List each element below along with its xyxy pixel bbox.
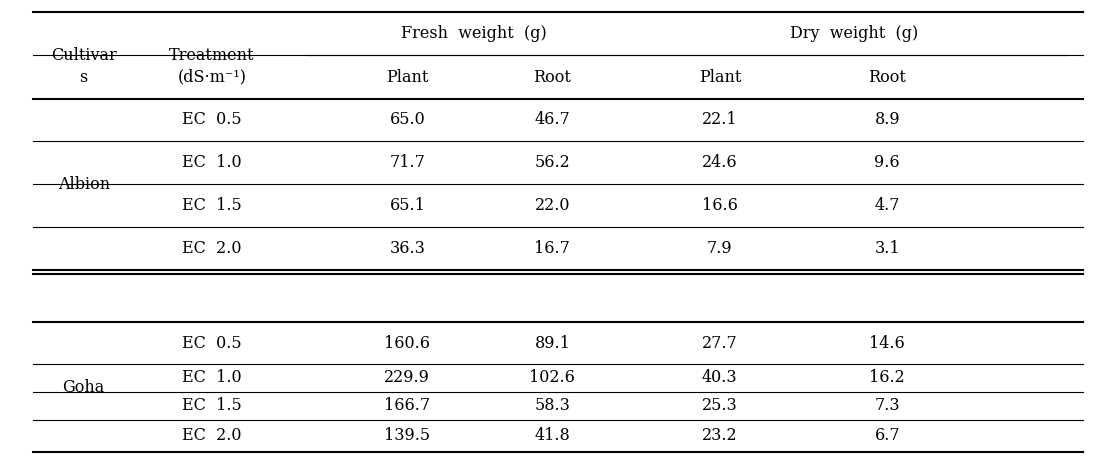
Text: Fresh  weight  (g): Fresh weight (g) [402, 25, 547, 42]
Text: EC  1.5: EC 1.5 [182, 197, 242, 214]
Text: 7.3: 7.3 [875, 398, 899, 414]
Text: Plant: Plant [386, 68, 429, 86]
Text: 166.7: 166.7 [384, 398, 431, 414]
Text: Goha: Goha [62, 379, 105, 396]
Text: s: s [79, 68, 88, 86]
Text: 14.6: 14.6 [869, 334, 905, 351]
Text: 23.2: 23.2 [702, 428, 738, 445]
Text: Plant: Plant [699, 68, 741, 86]
Text: 65.0: 65.0 [389, 112, 425, 129]
Text: 229.9: 229.9 [384, 370, 431, 387]
Text: EC  1.5: EC 1.5 [182, 398, 242, 414]
Text: 7.9: 7.9 [708, 240, 732, 257]
Text: Root: Root [533, 68, 571, 86]
Text: EC  2.0: EC 2.0 [182, 428, 242, 445]
Text: 16.2: 16.2 [869, 370, 905, 387]
Text: 102.6: 102.6 [529, 370, 576, 387]
Text: 71.7: 71.7 [389, 154, 425, 171]
Text: 3.1: 3.1 [875, 240, 899, 257]
Text: EC  0.5: EC 0.5 [182, 112, 242, 129]
Text: (dS·m⁻¹): (dS·m⁻¹) [177, 68, 247, 86]
Text: Root: Root [868, 68, 906, 86]
Text: 89.1: 89.1 [535, 334, 570, 351]
Text: 27.7: 27.7 [702, 334, 738, 351]
Text: EC  0.5: EC 0.5 [182, 334, 242, 351]
Text: 160.6: 160.6 [384, 334, 431, 351]
Text: Dry  weight  (g): Dry weight (g) [790, 25, 917, 42]
Text: 16.6: 16.6 [702, 197, 738, 214]
Text: EC  1.0: EC 1.0 [182, 370, 242, 387]
Text: 36.3: 36.3 [389, 240, 425, 257]
Text: 139.5: 139.5 [384, 428, 431, 445]
Text: 22.1: 22.1 [702, 112, 738, 129]
Text: 6.7: 6.7 [875, 428, 899, 445]
Text: 65.1: 65.1 [389, 197, 425, 214]
Text: 58.3: 58.3 [535, 398, 570, 414]
Text: 41.8: 41.8 [535, 428, 570, 445]
Text: Cultivar: Cultivar [51, 47, 116, 64]
Text: 40.3: 40.3 [702, 370, 738, 387]
Text: Treatment: Treatment [170, 47, 254, 64]
Text: 46.7: 46.7 [535, 112, 570, 129]
Text: 22.0: 22.0 [535, 197, 570, 214]
Text: 56.2: 56.2 [535, 154, 570, 171]
Text: 8.9: 8.9 [875, 112, 899, 129]
Text: EC  2.0: EC 2.0 [182, 240, 242, 257]
Text: EC  1.0: EC 1.0 [182, 154, 242, 171]
Text: 9.6: 9.6 [875, 154, 899, 171]
Text: 25.3: 25.3 [702, 398, 738, 414]
Text: Albion: Albion [58, 176, 109, 193]
Text: 4.7: 4.7 [875, 197, 899, 214]
Text: 24.6: 24.6 [702, 154, 738, 171]
Text: 16.7: 16.7 [535, 240, 570, 257]
